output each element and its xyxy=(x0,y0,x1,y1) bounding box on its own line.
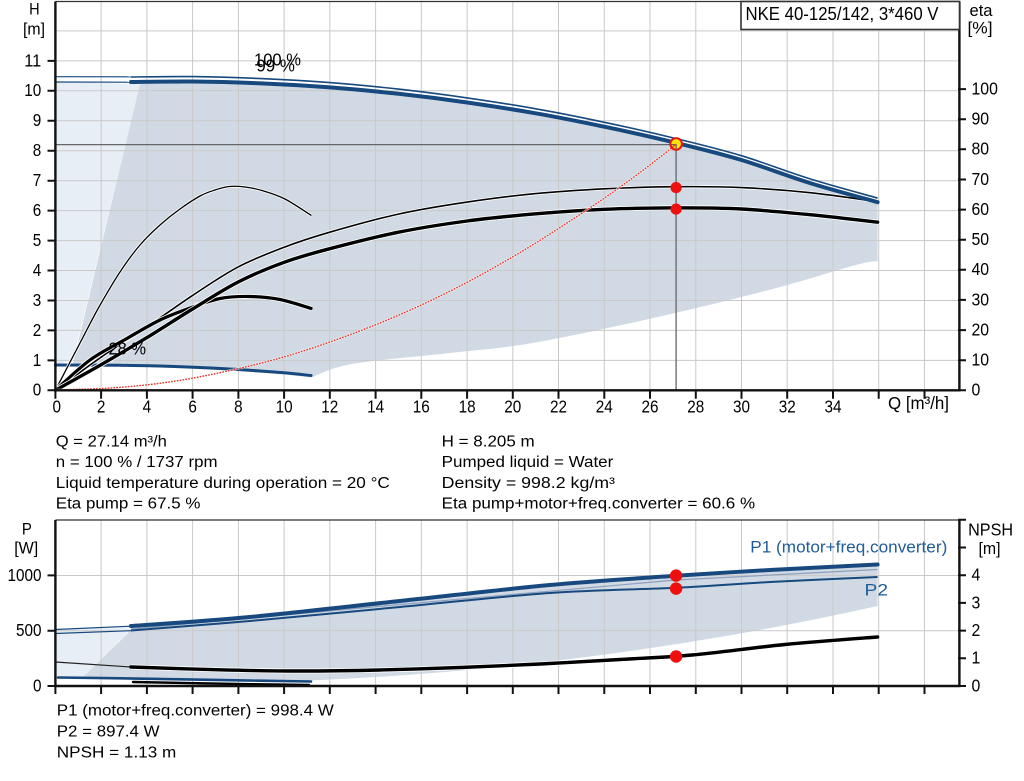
svg-text:NPSH = 1.13 m: NPSH = 1.13 m xyxy=(57,745,177,762)
svg-text:500: 500 xyxy=(16,620,42,640)
svg-text:1: 1 xyxy=(33,350,42,370)
svg-text:12: 12 xyxy=(321,397,338,417)
svg-text:2: 2 xyxy=(972,620,981,640)
svg-text:80: 80 xyxy=(972,139,990,159)
svg-text:P2: P2 xyxy=(865,580,889,599)
svg-text:P1 (motor+freq.converter) = 99: P1 (motor+freq.converter) = 998.4 W xyxy=(57,702,334,719)
svg-text:3: 3 xyxy=(972,592,981,612)
svg-text:30: 30 xyxy=(972,289,990,309)
svg-text:10: 10 xyxy=(24,80,41,100)
svg-text:0: 0 xyxy=(972,675,981,695)
svg-text:Eta pump = 67.5 %: Eta pump = 67.5 % xyxy=(56,496,201,513)
svg-text:26: 26 xyxy=(642,397,659,417)
svg-text:6: 6 xyxy=(188,397,197,417)
svg-text:n = 100 % / 1737 rpm: n = 100 % / 1737 rpm xyxy=(56,454,218,471)
svg-text:34: 34 xyxy=(825,397,842,417)
svg-text:28: 28 xyxy=(687,397,704,417)
svg-text:70: 70 xyxy=(972,169,990,189)
svg-text:Liquid temperature during oper: Liquid temperature during operation = 20… xyxy=(56,475,390,492)
svg-text:Density = 998.2 kg/m³: Density = 998.2 kg/m³ xyxy=(442,475,615,492)
svg-text:P1 (motor+freq.converter): P1 (motor+freq.converter) xyxy=(750,537,947,556)
svg-text:8: 8 xyxy=(234,397,243,417)
svg-text:Pumped liquid = Water: Pumped liquid = Water xyxy=(442,454,614,471)
svg-text:[%]: [%] xyxy=(968,20,993,38)
svg-text:9: 9 xyxy=(33,110,42,130)
svg-text:50: 50 xyxy=(972,229,990,249)
svg-text:Q = 27.14 m³/h: Q = 27.14 m³/h xyxy=(56,433,167,450)
svg-text:0: 0 xyxy=(972,380,981,400)
svg-text:[m]: [m] xyxy=(979,540,1001,558)
svg-text:0: 0 xyxy=(53,397,62,417)
svg-text:2: 2 xyxy=(33,320,42,340)
svg-text:6: 6 xyxy=(33,200,42,220)
svg-text:[m]: [m] xyxy=(23,21,45,39)
svg-text:8: 8 xyxy=(33,140,42,160)
svg-text:11: 11 xyxy=(24,50,41,70)
svg-text:60: 60 xyxy=(972,199,990,219)
svg-text:14: 14 xyxy=(367,397,384,417)
svg-text:NKE 40-125/142, 3*460 V: NKE 40-125/142, 3*460 V xyxy=(746,4,939,24)
svg-text:eta: eta xyxy=(970,2,994,20)
svg-text:18: 18 xyxy=(459,397,476,417)
svg-text:10: 10 xyxy=(276,397,293,417)
svg-text:0: 0 xyxy=(33,380,42,400)
svg-text:90: 90 xyxy=(972,109,990,129)
svg-text:NPSH: NPSH xyxy=(968,519,1013,539)
svg-text:Q [m³/h]: Q [m³/h] xyxy=(888,393,949,413)
svg-text:10: 10 xyxy=(972,350,990,370)
svg-text:20: 20 xyxy=(504,397,521,417)
svg-text:P: P xyxy=(22,520,32,538)
svg-text:32: 32 xyxy=(779,397,796,417)
svg-text:1000: 1000 xyxy=(8,565,42,585)
svg-text:1: 1 xyxy=(972,648,981,668)
svg-text:30: 30 xyxy=(733,397,750,417)
svg-text:Eta pump+motor+freq.converter: Eta pump+motor+freq.converter = 60.6 % xyxy=(442,496,756,513)
svg-text:100 %: 100 % xyxy=(254,49,301,69)
svg-text:H: H xyxy=(29,1,40,19)
svg-text:22: 22 xyxy=(550,397,567,417)
svg-text:16: 16 xyxy=(413,397,430,417)
svg-text:0: 0 xyxy=(33,675,42,695)
svg-text:7: 7 xyxy=(33,170,42,190)
svg-text:20: 20 xyxy=(972,320,990,340)
svg-text:5: 5 xyxy=(33,230,42,250)
svg-text:24: 24 xyxy=(596,397,613,417)
svg-text:H = 8.205 m: H = 8.205 m xyxy=(442,433,535,450)
svg-text:100: 100 xyxy=(972,79,999,99)
svg-text:3: 3 xyxy=(33,290,42,310)
svg-text:P2 = 897.4 W: P2 = 897.4 W xyxy=(57,724,160,741)
svg-text:2: 2 xyxy=(97,397,106,417)
svg-text:99 %: 99 % xyxy=(256,55,295,75)
svg-text:4: 4 xyxy=(33,260,42,280)
svg-text:[W]: [W] xyxy=(14,539,38,557)
svg-text:4: 4 xyxy=(143,397,152,417)
svg-text:28 %: 28 % xyxy=(109,338,147,358)
svg-text:4: 4 xyxy=(972,565,981,585)
svg-text:40: 40 xyxy=(972,259,990,279)
